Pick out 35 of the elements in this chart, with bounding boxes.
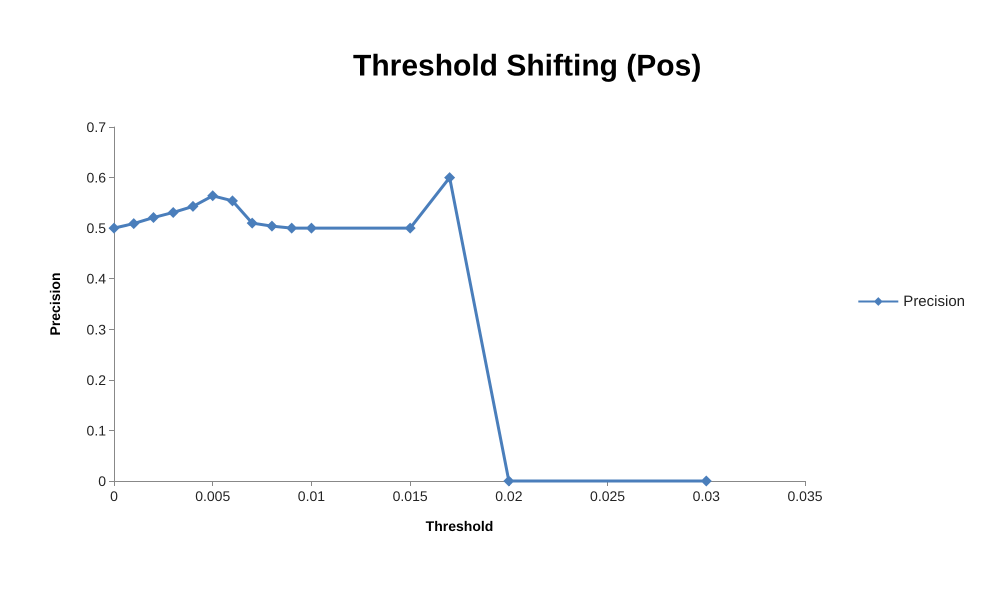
x-tick-label: 0.015	[392, 488, 428, 504]
x-tick-label: 0.025	[590, 488, 626, 504]
point	[286, 222, 298, 234]
point	[207, 190, 218, 202]
point	[503, 476, 514, 486]
y-axis-title: Precision	[47, 272, 63, 336]
x-tick-label: 0	[110, 488, 118, 504]
x-tick-label: 0.03	[692, 488, 720, 504]
y-tick-label: 0.5	[86, 220, 106, 236]
point	[128, 218, 140, 230]
y-tick-label: 0	[98, 473, 106, 489]
point	[266, 220, 278, 232]
y-tick-label: 0.7	[86, 119, 106, 135]
x-tick-label: 0.01	[298, 488, 326, 504]
y-tick-label: 0.4	[86, 270, 106, 287]
point	[108, 222, 120, 234]
point	[404, 222, 416, 234]
x-tick-label: 0.035	[787, 488, 823, 504]
x-tick-label: 0.02	[495, 488, 523, 504]
y-tick-label: 0.2	[86, 372, 106, 388]
point	[148, 212, 159, 224]
legend-label: Precision	[903, 293, 966, 310]
point	[168, 206, 179, 218]
point	[306, 222, 317, 234]
point	[187, 200, 198, 212]
point	[246, 218, 258, 229]
point	[700, 476, 712, 486]
y-tick-label: 0.6	[86, 170, 106, 186]
y-tick-label: 0.3	[86, 321, 106, 338]
point	[226, 195, 238, 206]
chart-title: Threshold Shifting (Pos)	[353, 50, 702, 82]
x-axis-title: Threshold	[426, 518, 494, 534]
y-tick-label: 0.1	[86, 422, 106, 438]
point	[444, 172, 456, 184]
x-tick-label: 0.005	[195, 488, 230, 504]
